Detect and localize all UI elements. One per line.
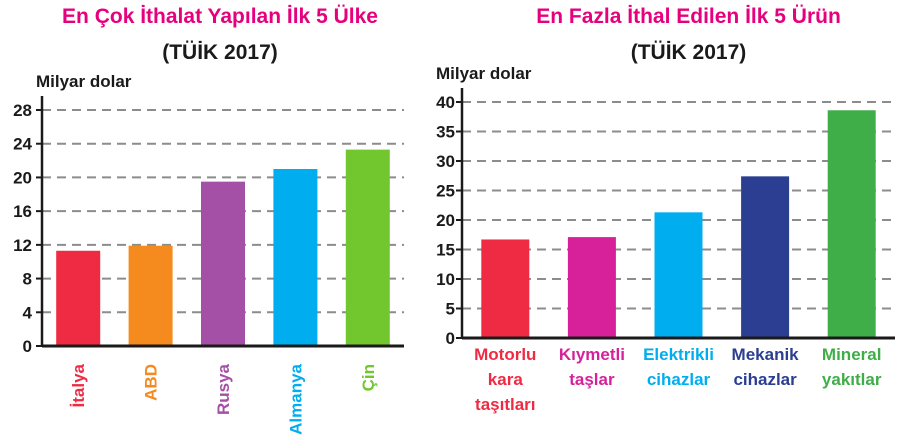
chart-2-subtitle: (TÜİK 2017) (630, 41, 747, 64)
chart-2-bar (567, 237, 616, 338)
chart-2-category-label: cihazlar (647, 370, 711, 389)
chart-1-y-tick-label: 4 (23, 303, 33, 322)
chart-2-y-tick-label: 20 (436, 211, 455, 230)
chart-1-bar (273, 169, 318, 346)
chart-2-category-label: taşıtları (475, 395, 535, 414)
chart-2-y-tick-label: 25 (436, 182, 455, 201)
chart-2-y-tick-label: 5 (446, 300, 455, 319)
chart-2-category-label: Elektrikli (643, 345, 714, 364)
chart-2-bar (481, 239, 530, 338)
chart-1-y-axis-label: Milyar dolar (36, 72, 132, 91)
chart-1-title: En Çok İthalat Yapılan İlk 5 Ülke (62, 5, 378, 28)
chart-1-category-label: Almanya (286, 363, 305, 434)
chart-2-bar (654, 212, 703, 338)
chart-2-category-label: Mekanik (732, 345, 800, 364)
chart-1-y-tick-label: 12 (13, 236, 32, 255)
chart-1-y-tick-label: 24 (13, 135, 32, 154)
chart-1-bar (56, 250, 101, 346)
chart-2-title: En Fazla İthal Edilen İlk 5 Ürün (536, 5, 841, 28)
chart-2-category-label: kara (488, 370, 524, 389)
chart-1-subtitle: (TÜİK 2017) (162, 41, 278, 64)
chart-1-bar (201, 181, 245, 346)
chart-2-y-tick-label: 10 (436, 270, 455, 289)
chart-2-category-label: Mineral (822, 345, 882, 364)
chart-1-y-tick-label: 0 (23, 337, 32, 356)
chart-2-category-label: yakıtlar (822, 370, 882, 389)
chart-2-y-tick-label: 30 (436, 152, 455, 171)
chart-2-y-tick-label: 35 (436, 123, 455, 142)
chart-1-bar (345, 149, 390, 346)
chart-2-y-tick-label: 15 (436, 241, 455, 260)
chart-2-category-label: taşlar (569, 370, 615, 389)
chart-1-y-tick-label: 16 (13, 202, 32, 221)
chart-2-y-tick-label: 0 (446, 329, 455, 348)
chart-2-category-label: Kıymetli (559, 345, 625, 364)
chart-1-category-label: Rusya (214, 363, 233, 415)
chart-1-category-label: Çin (359, 364, 378, 391)
chart-1-y-tick-label: 28 (13, 101, 32, 120)
chart-2-y-axis-label: Milyar dolar (436, 64, 532, 83)
chart-2-bar (827, 110, 876, 338)
chart-1-y-tick-label: 20 (13, 168, 32, 187)
chart-1-category-label: İtalya (69, 363, 88, 407)
chart-2-category-label: Motorlu (474, 345, 536, 364)
chart-2-bar (741, 176, 790, 338)
chart-2-category-label: cihazlar (733, 370, 797, 389)
chart-2-y-tick-label: 40 (436, 93, 455, 112)
chart-1-y-tick-label: 8 (23, 270, 32, 289)
chart-1-category-label: ABD (142, 364, 161, 401)
chart-1-bar (128, 245, 173, 346)
